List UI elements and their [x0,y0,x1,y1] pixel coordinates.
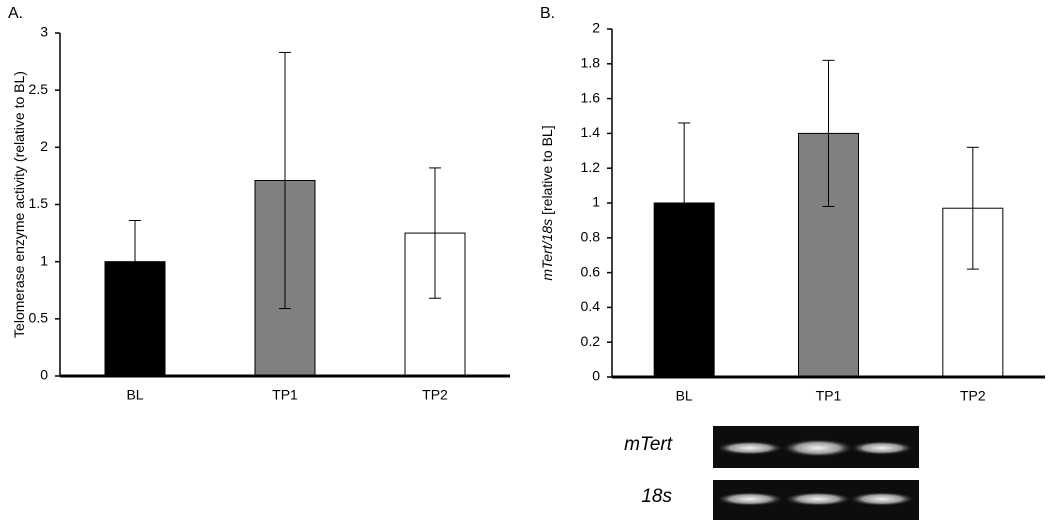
y-tick-label: 2 [592,20,600,36]
y-tick-label: 0.4 [581,298,601,314]
y-tick-label: 1.5 [29,195,49,211]
y-tick-label: 1.8 [581,55,601,71]
gel-label: mTert [624,434,673,455]
y-tick-label: 1.4 [581,124,601,140]
x-tick-label: TP1 [816,388,842,404]
y-tick-label: 2.5 [29,81,49,97]
y-tick-label: 1.2 [581,159,601,175]
y-axis-label: Telomerase enzyme activity (relative to … [11,71,27,338]
y-tick-label: 2 [40,138,48,154]
y-tick-label: 0.6 [581,263,601,279]
y-tick-label: 0.8 [581,229,601,245]
x-tick-label: TP1 [272,387,298,403]
gel-image [713,426,919,520]
y-tick-label: 0.2 [581,333,601,349]
y-tick-label: 1 [592,194,600,210]
x-tick-label: TP2 [960,388,986,404]
y-axis-label: mTert/18s [relative to BL] [539,125,555,280]
gel-label: 18s [641,486,672,507]
panel-label: B. [540,5,555,22]
y-axis-label-text: [relative to BL] [539,125,555,215]
y-tick-label: 0 [40,367,48,383]
y-tick-label: 1 [40,252,48,268]
y-axis-label-text: Telomerase enzyme activity (relative to … [11,71,27,338]
y-tick-label: 1.6 [581,89,601,105]
y-tick-label: 0 [592,368,600,384]
x-tick-label: BL [126,387,143,403]
x-tick-label: TP2 [422,387,448,403]
y-axis-label-italic: mTert/18s [539,219,555,281]
panel-label: A. [8,5,23,22]
y-tick-label: 0.5 [29,310,49,326]
x-tick-label: BL [676,388,693,404]
y-tick-label: 3 [40,24,48,40]
